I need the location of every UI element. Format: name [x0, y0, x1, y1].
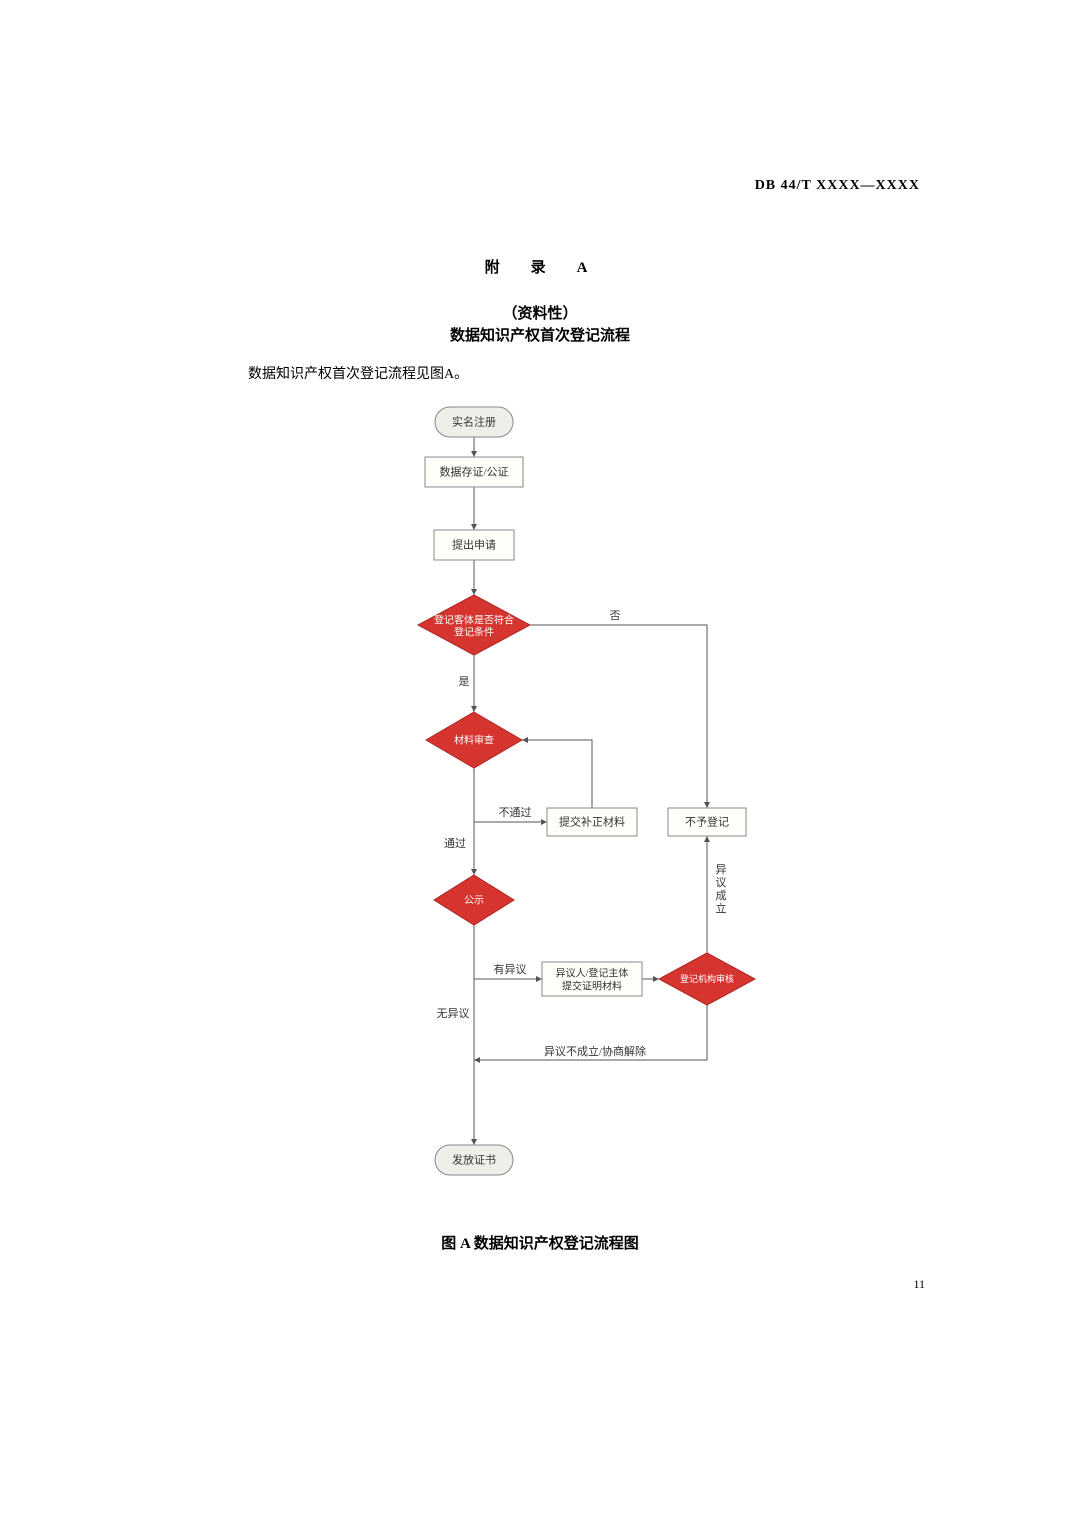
node-n5-label2: 提交证明材料	[562, 979, 622, 992]
edge-label-objection: 有异议	[494, 962, 527, 976]
flowchart-svg: 是 否 不通过 通过 有异议 异 议 成 立 异议不成立/协商解除 无异议 实名…	[375, 395, 795, 1205]
node-n2-label: 提出申请	[452, 538, 496, 552]
node-start-label: 实名注册	[452, 415, 496, 429]
edge-n3-d2	[522, 740, 592, 808]
edge-label-objection-holds-1: 异	[716, 863, 727, 876]
node-n4-label: 不予登记	[685, 815, 729, 829]
node-n1-label: 数据存证/公证	[439, 465, 508, 479]
edge-label-nothold: 异议不成立/协商解除	[544, 1044, 646, 1058]
appendix-title: 附 录 A	[0, 256, 1080, 277]
node-d4-label: 登记机构审核	[680, 973, 734, 984]
node-n3-label: 提交补正材料	[559, 815, 625, 829]
page-number: 11	[913, 1277, 925, 1292]
edge-label-objection-holds-2: 议	[716, 876, 727, 889]
node-d1-label2: 登记条件	[454, 625, 494, 638]
edge-d1-n4	[530, 625, 707, 808]
intro-text: 数据知识产权首次登记流程见图A。	[248, 363, 468, 383]
flowchart: 是 否 不通过 通过 有异议 异 议 成 立 异议不成立/协商解除 无异议 实名…	[375, 395, 795, 1205]
edge-label-pass: 通过	[444, 837, 466, 850]
edge-label-noobjection: 无异议	[437, 1007, 470, 1020]
edge-label-objection-holds-4: 立	[716, 901, 727, 915]
node-d2-label: 材料审查	[454, 733, 494, 746]
appendix-subtitle-informative: （资料性）	[0, 302, 1080, 323]
node-n5-label1: 异议人/登记主体	[556, 966, 629, 979]
edge-label-no: 否	[610, 610, 621, 622]
figure-caption: 图 A 数据知识产权登记流程图	[0, 1232, 1080, 1253]
node-d3-label: 公示	[464, 895, 484, 906]
appendix-subtitle-process: 数据知识产权首次登记流程	[0, 324, 1080, 345]
edge-label-yes: 是	[459, 675, 470, 688]
node-end-label: 发放证书	[452, 1153, 496, 1167]
edge-label-fail: 不通过	[499, 806, 532, 819]
edge-label-objection-holds-3: 成	[716, 889, 727, 902]
document-code: DB 44/T XXXX—XXXX	[755, 178, 920, 194]
node-d1-label1: 登记客体是否符合	[434, 613, 514, 626]
